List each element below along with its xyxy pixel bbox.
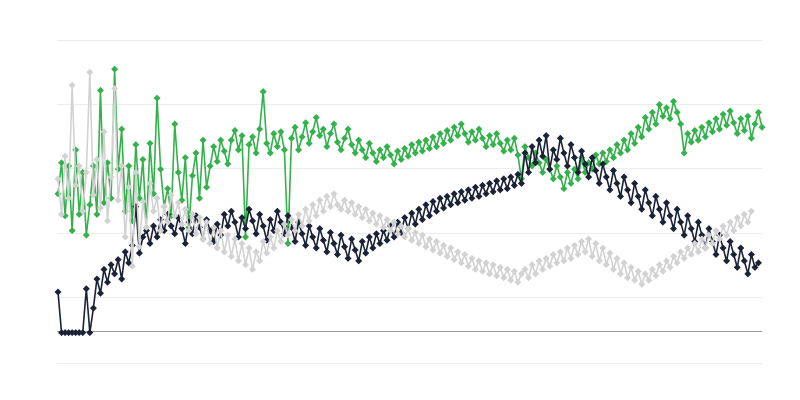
- series-layer: [54, 65, 766, 337]
- gridlines: [57, 40, 762, 364]
- series-gray: [54, 68, 755, 288]
- series-green-line: [57, 68, 763, 245]
- series-green-markers: [54, 65, 766, 247]
- series-gray-markers: [54, 68, 755, 288]
- series-green: [54, 65, 766, 247]
- series-navy-line: [57, 134, 760, 334]
